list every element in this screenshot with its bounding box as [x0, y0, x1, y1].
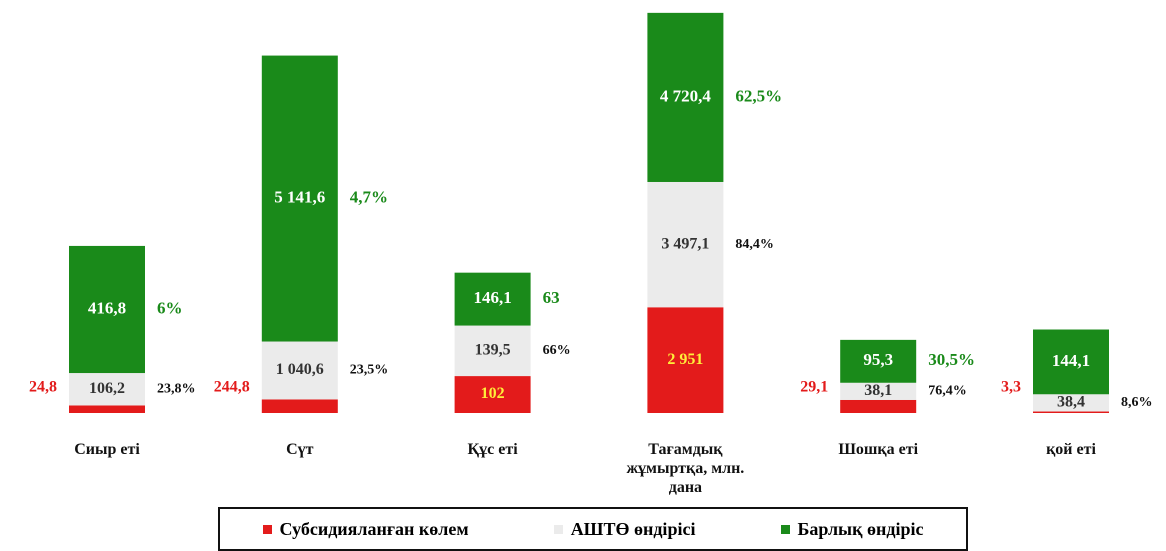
value-label: 1 040,6	[276, 361, 324, 378]
bar-segment	[454, 376, 531, 413]
value-label: 144,1	[1052, 351, 1090, 370]
category-label: қой еті	[1046, 441, 1096, 458]
category-label: Тағамдық жұмыртқа, млн. дана	[626, 441, 745, 496]
value-label: 38,4	[1057, 394, 1085, 411]
value-label: 244,8	[214, 379, 250, 396]
legend-label: АШТӨ өндірісі	[570, 518, 696, 539]
value-label: 106,2	[89, 380, 125, 397]
share-label: 6%	[157, 298, 183, 317]
value-label: 2 951	[667, 351, 703, 368]
legend-label: Субсидияланған көлем	[279, 518, 469, 539]
share-label: 30,5%	[928, 350, 975, 369]
share-label: 84,4%	[735, 237, 774, 252]
value-label: 5 141,6	[274, 187, 325, 206]
share-label: 76,4%	[928, 384, 967, 399]
bar-segment	[261, 341, 338, 400]
value-label: 24,8	[29, 379, 57, 396]
value-label: 29,1	[800, 379, 828, 396]
value-label: 95,3	[863, 350, 893, 369]
legend-swatch	[780, 524, 790, 534]
bar-segment	[1033, 411, 1109, 413]
bar-segment	[69, 245, 145, 374]
value-label: 38,1	[864, 382, 892, 399]
category-label: Сүт	[286, 441, 314, 458]
share-label: 62,5%	[735, 86, 782, 105]
bar-segment	[840, 382, 917, 400]
share-label: 63	[543, 288, 560, 307]
legend-label: Барлық өндіріс	[797, 518, 924, 539]
value-label: 102	[481, 385, 505, 402]
category-label: Құс еті	[467, 441, 518, 458]
bar-segment	[1033, 394, 1109, 412]
bar-segment	[1033, 329, 1109, 395]
bar-segment	[647, 12, 724, 182]
legend-swatch	[553, 524, 563, 534]
bar-segment	[647, 181, 724, 308]
value-label: 4 720,4	[660, 86, 712, 105]
bar-segment	[647, 307, 724, 413]
category-label: Сиыр еті	[74, 441, 140, 458]
bar-segment	[840, 339, 917, 383]
share-label: 66%	[543, 343, 571, 358]
value-label: 139,5	[475, 341, 511, 358]
bar-segment	[261, 55, 338, 342]
bar-segment	[454, 272, 531, 326]
value-label: 3,3	[1001, 379, 1021, 396]
bar-segment	[69, 405, 145, 413]
share-label: 23,8%	[157, 381, 196, 396]
bar-segment	[261, 399, 338, 413]
share-label: 8,6%	[1121, 395, 1153, 410]
value-label: 146,1	[473, 288, 511, 307]
value-label: 3 497,1	[661, 235, 709, 252]
bar-segment	[69, 373, 145, 406]
bar-segment	[454, 325, 531, 377]
share-label: 4,7%	[350, 187, 388, 206]
legend: Субсидияланған көлем АШТӨ өндірісі Барлық …	[218, 507, 968, 551]
legend-item: Субсидияланған көлем	[262, 518, 469, 540]
bar-segment	[840, 399, 917, 413]
legend-item: Барлық өндіріс	[780, 518, 924, 540]
share-label: 23,5%	[350, 363, 389, 378]
legend-item: АШТӨ өндірісі	[553, 518, 696, 540]
category-label: Шошқа еті	[838, 441, 919, 458]
legend-swatch	[262, 524, 272, 534]
value-label: 416,8	[88, 298, 126, 317]
